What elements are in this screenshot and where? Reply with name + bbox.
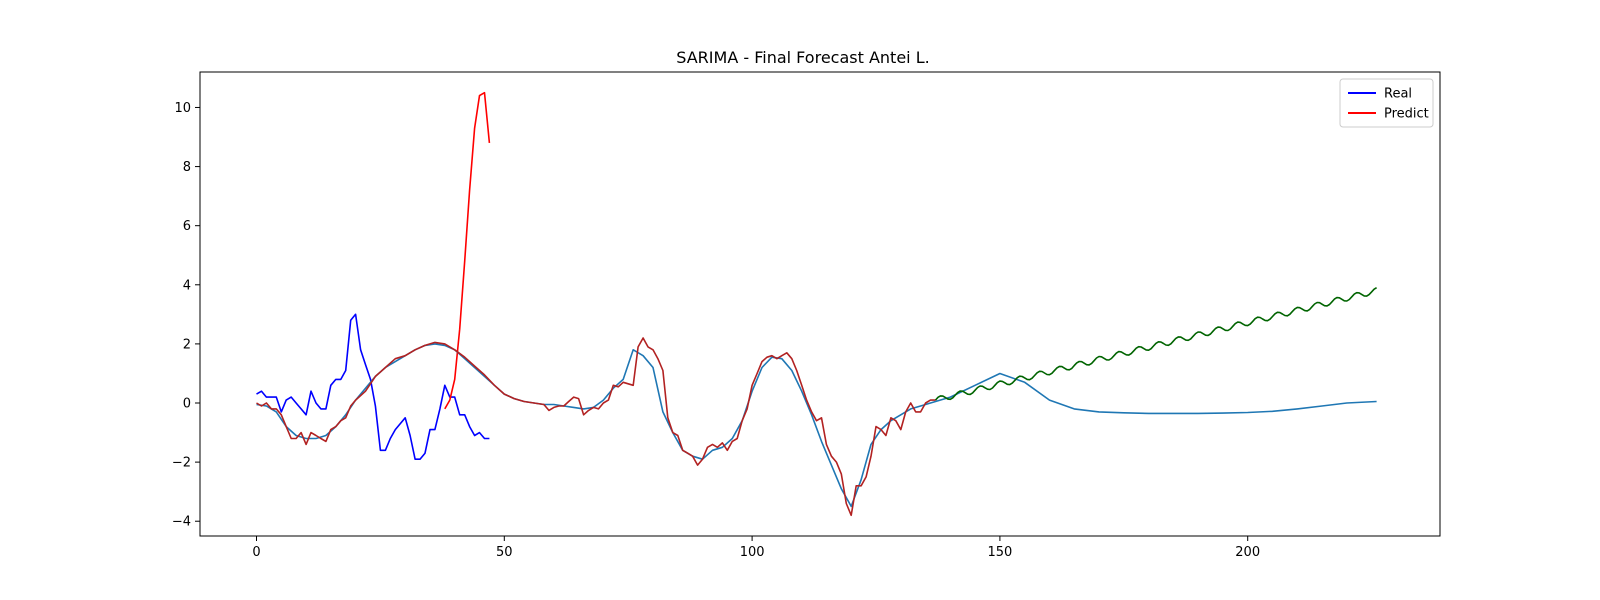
series-line-2: [256, 343, 1377, 508]
y-tick-label-0: −4: [172, 515, 191, 530]
chart-title: SARIMA - Final Forecast Antei L.: [676, 48, 929, 67]
y-tick-label-2: 0: [183, 397, 191, 412]
y-tick-label-5: 6: [183, 219, 191, 234]
plot-frame: [199, 71, 1441, 537]
legend-label-1: Predict: [1384, 107, 1429, 122]
y-tick-label-4: 4: [183, 278, 191, 293]
series-layer: [256, 91, 1378, 517]
y-tick-label-1: −2: [172, 456, 191, 471]
x-tick-label-2: 100: [740, 545, 765, 560]
axis-layer: 0 50 100 150 200 −4 −2 0 2 4 6 8 10: [172, 101, 1260, 560]
x-tick-label-1: 50: [496, 545, 513, 560]
y-tick-label-7: 10: [174, 101, 191, 116]
legend-box: [1339, 78, 1434, 128]
series-line-3: [256, 337, 936, 517]
x-tick-label-0: 0: [252, 545, 260, 560]
series-line-1: [444, 91, 491, 410]
y-tick-label-3: 2: [183, 337, 191, 352]
y-tick-label-6: 8: [183, 160, 191, 175]
legend-label-0: Real: [1384, 87, 1412, 102]
x-tick-label-4: 200: [1235, 545, 1260, 560]
legend: Real Predict: [1339, 78, 1434, 128]
x-tick-label-3: 150: [987, 545, 1012, 560]
series-line-4: [934, 287, 1378, 401]
